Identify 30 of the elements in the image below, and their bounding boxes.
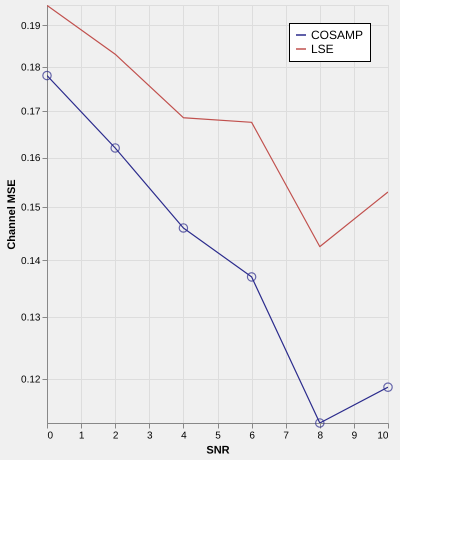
point — [383, 382, 393, 392]
legend-label: COSAMP — [311, 28, 364, 42]
point — [42, 70, 52, 80]
x-tick-label: 8 — [318, 430, 324, 442]
y-tick-label: 0.19 — [21, 20, 41, 32]
x-tick-label: 1 — [78, 430, 85, 442]
y-tick-label: 0.17 — [21, 106, 41, 118]
x-tick-label: 7 — [283, 430, 290, 442]
x-tick-label: 0 — [48, 430, 54, 442]
y-axis-title: Channel MSE — [6, 179, 18, 250]
y-tick-label: 0.16 — [21, 153, 41, 164]
y-tick-label: 0.14 — [21, 256, 41, 267]
y-tick-label: 0.18 — [21, 62, 41, 74]
x-tick-label: 4 — [181, 430, 188, 442]
x-tick-label: 9 — [352, 430, 358, 442]
y-tick-label: 0.12 — [21, 374, 41, 386]
line-series — [47, 5, 388, 248]
x-tick-label: 10 — [377, 430, 389, 442]
legend-label: LSE — [311, 42, 334, 56]
x-tick-label: 5 — [215, 430, 222, 442]
x-tick-label: 2 — [112, 430, 119, 442]
x-tick-label: 3 — [147, 430, 154, 442]
point — [110, 143, 120, 153]
point — [315, 418, 325, 428]
y-tick-label: 0.13 — [21, 312, 41, 324]
point — [178, 223, 188, 233]
x-tick-label: 6 — [249, 430, 256, 442]
x-axis-title: SNR — [206, 444, 230, 456]
point — [246, 272, 256, 282]
y-tick-label: 0.15 — [21, 202, 41, 214]
